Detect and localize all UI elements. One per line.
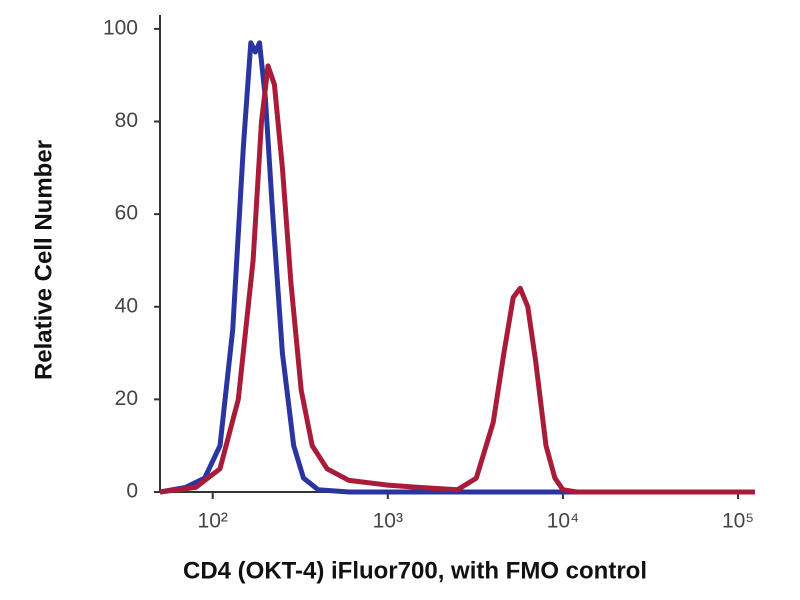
y-tick-label: 80 [115,109,138,132]
x-tick-label: 10⁴ [547,510,579,533]
y-tick-label: 40 [115,294,138,317]
y-axis-title: Relative Cell Number [30,140,57,380]
series-line [159,40,755,495]
x-tick-label: 10⁵ [722,510,754,533]
series-line [159,63,755,495]
y-tick-label: 20 [115,387,138,410]
y-tick-label: 60 [115,202,138,225]
x-tick-label: 10² [198,510,228,533]
y-tick-label: 100 [103,16,138,39]
y-tick-label: 0 [126,480,138,503]
x-axis-title: CD4 (OKT-4) iFluor700, with FMO control [183,557,647,584]
x-tick-label: 10³ [373,510,403,533]
